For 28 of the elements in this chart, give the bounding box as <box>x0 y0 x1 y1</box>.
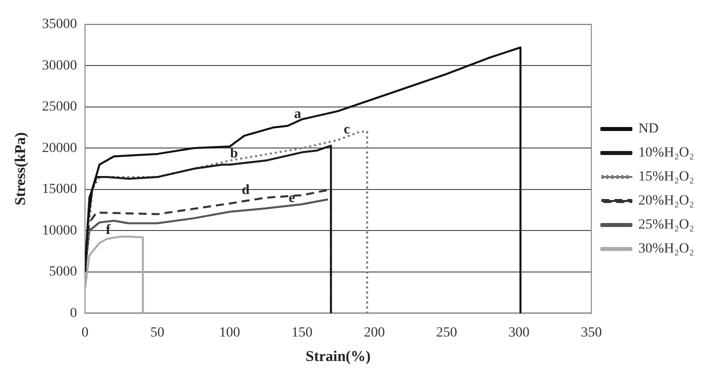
y-tick-label: 20000 <box>42 140 77 156</box>
x-tick-label: 200 <box>364 325 385 340</box>
x-tick-label: 100 <box>219 325 240 340</box>
legend-label: 30%H₂O₂ <box>638 242 694 257</box>
legend-label: 15%H₂O₂ <box>638 170 694 185</box>
annotation: b <box>230 146 238 162</box>
x-tick-label: 300 <box>508 325 530 340</box>
x-tick-label: 50 <box>150 325 164 340</box>
y-axis-title: Stress(kPa) <box>12 132 29 206</box>
legend-label: 20%H₂O₂ <box>638 194 694 209</box>
x-axis-title: Strain(%) <box>306 348 371 365</box>
legend-label: ND <box>638 122 659 137</box>
y-tick-label: 25000 <box>42 100 77 115</box>
y-tick-label: 0 <box>70 306 77 321</box>
legend-label: 25%H₂O₂ <box>638 218 694 233</box>
y-tick-label: 10000 <box>42 223 77 238</box>
x-tick-label: 150 <box>292 325 313 340</box>
annotation: c <box>344 122 350 138</box>
x-tick-label: 350 <box>580 325 602 340</box>
y-tick-label: 35000 <box>42 17 77 32</box>
x-tick-label: 0 <box>82 325 88 340</box>
annotation: a <box>294 106 302 122</box>
y-tick-label: 5000 <box>49 264 77 280</box>
legend-label: 10%H₂O₂ <box>638 146 694 161</box>
y-tick-label: 15000 <box>42 182 77 198</box>
y-tick-label: 30000 <box>42 58 77 74</box>
x-tick-label: 250 <box>436 325 458 340</box>
annotation: e <box>288 191 295 206</box>
